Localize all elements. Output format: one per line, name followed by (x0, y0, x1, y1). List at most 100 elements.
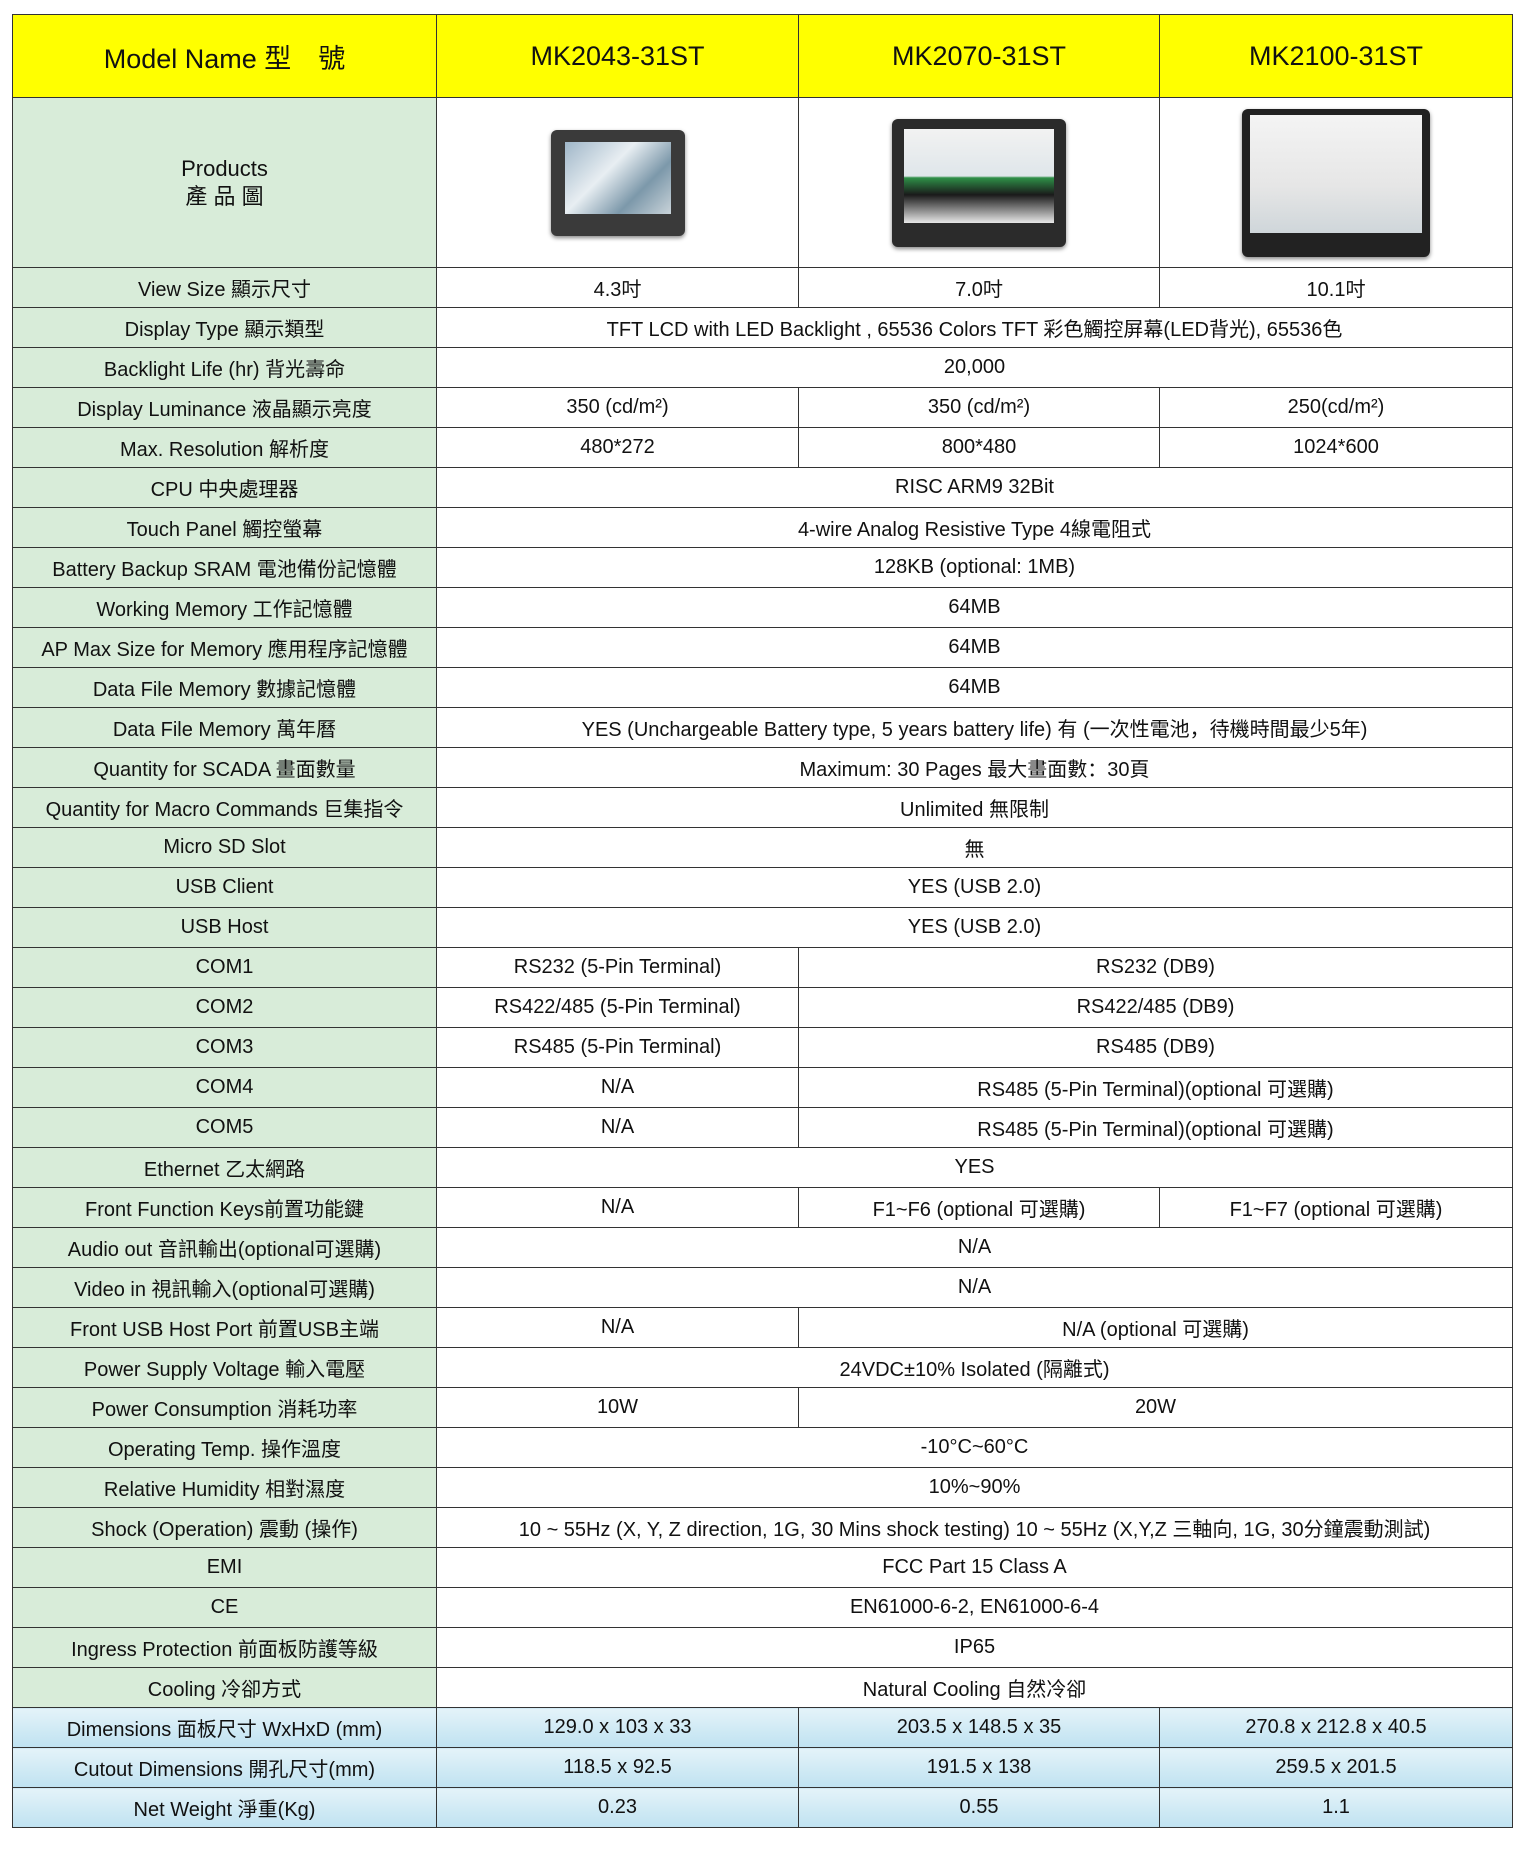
device-image (1242, 108, 1430, 257)
spec-row: Video in 視訊輸入(optional可選購) N/A (12, 1267, 1513, 1308)
row-label: COM2 (12, 987, 437, 1028)
spec-row: CE EN61000-6-2, EN61000-6-4 (12, 1587, 1513, 1628)
spec-row: Max. Resolution 解析度 480*272 800*480 1024*60… (12, 427, 1513, 468)
spec-row: Cutout Dimensions 開孔尺寸(mm) 118.5 x 92.5 19… (12, 1747, 1513, 1788)
product-image (798, 97, 1160, 268)
spec-row: COM1 RS232 (5-Pin Terminal) RS232 (DB9) (12, 947, 1513, 988)
row-value: 0.55 (798, 1787, 1160, 1828)
row-value: F1~F6 (optional 可選購) (798, 1187, 1160, 1228)
row-value: 350 (cd/m²) (798, 387, 1160, 428)
row-value: N/A (436, 1227, 1513, 1268)
row-value: YES (USB 2.0) (436, 907, 1513, 948)
row-label: Data File Memory 萬年曆 (12, 707, 437, 748)
row-label: Touch Panel 觸控螢幕 (12, 507, 437, 548)
label-line: Products (181, 155, 268, 181)
spec-row: Data File Memory 萬年曆 YES (Unchargeable Ba… (12, 707, 1513, 748)
spec-row: CPU 中央處理器 RISC ARM9 32Bit (12, 467, 1513, 508)
row-label: Power Consumption 消耗功率 (12, 1387, 437, 1428)
spec-row: Battery Backup SRAM 電池備份記憶體 128KB (option… (12, 547, 1513, 588)
row-value: 10 ~ 55Hz (X, Y, Z direction, 1G, 30 Min… (436, 1507, 1513, 1548)
spec-row: Display Luminance 液晶顯示亮度 350 (cd/m²) 350 (… (12, 387, 1513, 428)
row-label: Display Type 顯示類型 (12, 307, 437, 348)
row-value: IP65 (436, 1627, 1513, 1668)
row-value: TFT LCD with LED Backlight , 65536 Color… (436, 307, 1513, 348)
spec-row: Power Consumption 消耗功率 10W 20W (12, 1387, 1513, 1428)
row-label: Max. Resolution 解析度 (12, 427, 437, 468)
row-label: Front USB Host Port 前置USB主端 (12, 1307, 437, 1348)
row-label: Cutout Dimensions 開孔尺寸(mm) (12, 1747, 437, 1788)
row-value: F1~F7 (optional 可選購) (1159, 1187, 1513, 1228)
row-label: Shock (Operation) 震動 (操作) (12, 1507, 437, 1548)
row-label: USB Host (12, 907, 437, 948)
row-value: 480*272 (436, 427, 799, 468)
row-value: RS422/485 (5-Pin Terminal) (436, 987, 799, 1028)
row-label: View Size 顯示尺寸 (12, 267, 437, 308)
spec-row: Ethernet 乙太網路 YES (12, 1147, 1513, 1188)
row-value: RS232 (DB9) (798, 947, 1513, 988)
row-label: AP Max Size for Memory 應用程序記憶體 (12, 627, 437, 668)
device-screen (1250, 114, 1422, 233)
row-label: EMI (12, 1547, 437, 1588)
row-value: 1024*600 (1159, 427, 1513, 468)
row-value: 250(cd/m²) (1159, 387, 1513, 428)
spec-row: Display Type 顯示類型 TFT LCD with LED Backli… (12, 307, 1513, 348)
spec-row: Relative Humidity 相對濕度 10%~90% (12, 1467, 1513, 1508)
spec-row: COM3 RS485 (5-Pin Terminal) RS485 (DB9) (12, 1027, 1513, 1068)
row-value: RS485 (5-Pin Terminal)(optional 可選購) (798, 1067, 1513, 1108)
device-screen (564, 141, 671, 214)
spec-row: Data File Memory 數據記憶體 64MB (12, 667, 1513, 708)
spec-row: Operating Temp. 操作溫度 -10°C~60°C (12, 1427, 1513, 1468)
row-label: USB Client (12, 867, 437, 908)
spec-row: View Size 顯示尺寸 4.3吋 7.0吋 10.1吋 (12, 267, 1513, 308)
row-value: 129.0 x 103 x 33 (436, 1707, 799, 1748)
row-value: RISC ARM9 32Bit (436, 467, 1513, 508)
device-screen (904, 128, 1054, 223)
row-value: 128KB (optional: 1MB) (436, 547, 1513, 588)
row-value: YES (Unchargeable Battery type, 5 years … (436, 707, 1513, 748)
row-label: Audio out 音訊輸出(optional可選購) (12, 1227, 437, 1268)
row-label: Power Supply Voltage 輸入電壓 (12, 1347, 437, 1388)
row-value: N/A (436, 1187, 799, 1228)
row-label: Working Memory 工作記憶體 (12, 587, 437, 628)
row-value: 259.5 x 201.5 (1159, 1747, 1513, 1788)
row-label: COM5 (12, 1107, 437, 1148)
row-value: 10W (436, 1387, 799, 1428)
spec-row: USB Client YES (USB 2.0) (12, 867, 1513, 908)
header-row: Model Name 型 號 MK2043-31ST MK2070-31ST M… (12, 14, 1513, 98)
row-value: 10%~90% (436, 1467, 1513, 1508)
row-value: RS485 (5-Pin Terminal)(optional 可選購) (798, 1107, 1513, 1148)
row-value: Natural Cooling 自然冷卻 (436, 1667, 1513, 1708)
row-value: EN61000-6-2, EN61000-6-4 (436, 1587, 1513, 1628)
spec-row: Working Memory 工作記憶體 64MB (12, 587, 1513, 628)
spec-row: Ingress Protection 前面板防護等級 IP65 (12, 1627, 1513, 1668)
row-value: Unlimited 無限制 (436, 787, 1513, 828)
row-value: 350 (cd/m²) (436, 387, 799, 428)
row-label: Ingress Protection 前面板防護等級 (12, 1627, 437, 1668)
spec-row: COM5 N/A RS485 (5-Pin Terminal)(optional 可… (12, 1107, 1513, 1148)
row-value: RS485 (5-Pin Terminal) (436, 1027, 799, 1068)
row-label: Operating Temp. 操作溫度 (12, 1427, 437, 1468)
spec-row: Power Supply Voltage 輸入電壓 24VDC±10% Isola… (12, 1347, 1513, 1388)
row-value: 20W (798, 1387, 1513, 1428)
row-label: Relative Humidity 相對濕度 (12, 1467, 437, 1508)
spec-row: Touch Panel 觸控螢幕 4-wire Analog Resistive … (12, 507, 1513, 548)
row-label: Net Weight 淨重(Kg) (12, 1787, 437, 1828)
spec-row: AP Max Size for Memory 應用程序記憶體 64MB (12, 627, 1513, 668)
spec-row: COM4 N/A RS485 (5-Pin Terminal)(optional 可… (12, 1067, 1513, 1108)
row-value: RS422/485 (DB9) (798, 987, 1513, 1028)
row-value: 4.3吋 (436, 267, 799, 308)
products-label: Products 產 品 圖 (12, 97, 437, 268)
spec-row: Dimensions 面板尺寸 WxHxD (mm) 129.0 x 103 x … (12, 1707, 1513, 1748)
product-image (1159, 97, 1513, 268)
model-name: MK2043-31ST (436, 14, 799, 98)
table-body: Model Name 型 號 MK2043-31ST MK2070-31ST M… (12, 14, 1513, 1828)
row-value: RS485 (DB9) (798, 1027, 1513, 1068)
row-label: Data File Memory 數據記憶體 (12, 667, 437, 708)
row-value: 20,000 (436, 347, 1513, 388)
row-value: 64MB (436, 587, 1513, 628)
row-value: N/A (optional 可選購) (798, 1307, 1513, 1348)
row-label: COM4 (12, 1067, 437, 1108)
row-value: N/A (436, 1067, 799, 1108)
row-value: YES (436, 1147, 1513, 1188)
row-label: COM1 (12, 947, 437, 988)
